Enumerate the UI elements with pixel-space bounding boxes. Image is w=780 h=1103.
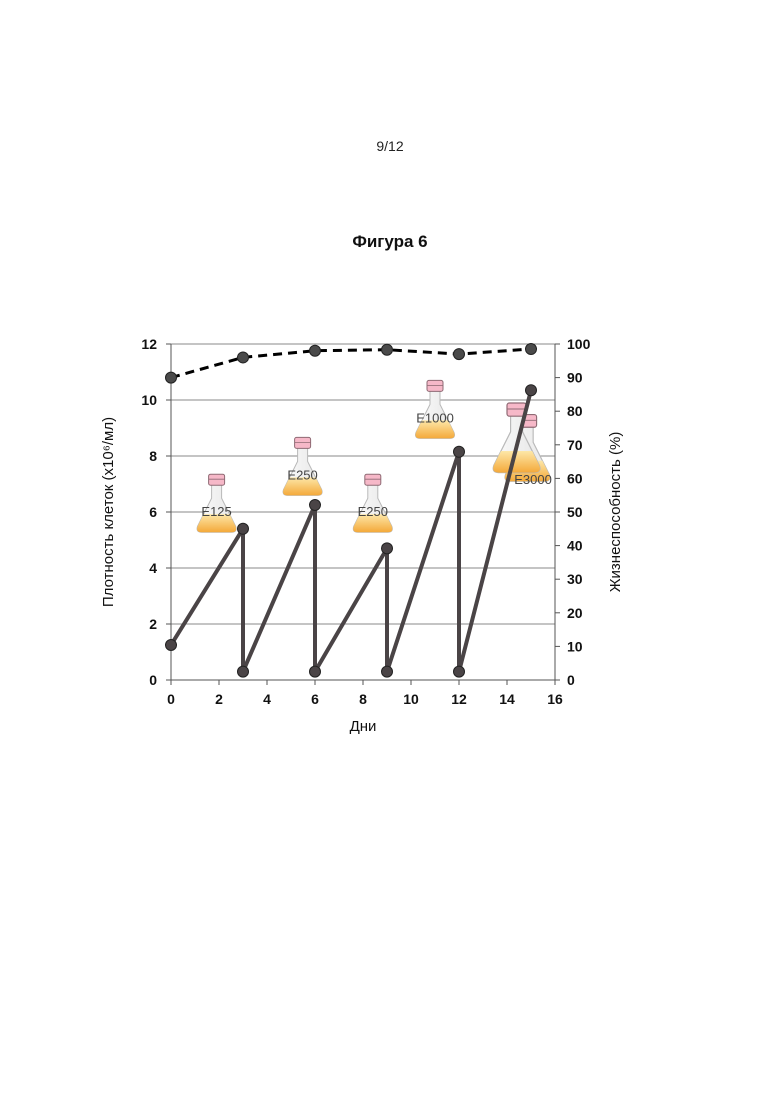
x-tick-label: 16 [547,691,563,707]
viability-point [454,349,465,360]
flask-label: E3000 [514,472,552,487]
viability-point [238,352,249,363]
flask-icon [353,474,392,532]
cell-density-point [382,666,393,677]
y-right-tick-label: 60 [567,470,583,486]
flask-cap [427,380,443,391]
viability-point [382,344,393,355]
x-tick-label: 8 [359,691,367,707]
flask-label: E1000 [416,410,454,425]
y-right-tick-label: 90 [567,370,583,386]
y-tick-label: 10 [141,392,157,408]
cell-density-point [310,500,321,511]
viability-point [526,344,537,355]
cell-density-point [382,543,393,554]
x-tick-label: 6 [311,691,319,707]
y-tick-label: 4 [149,560,157,576]
y-right-tick-label: 40 [567,538,583,554]
y-tick-label: 2 [149,616,157,632]
cell-density-point [454,446,465,457]
x-tick-label: 2 [215,691,223,707]
x-tick-label: 12 [451,691,467,707]
y-right-tick-label: 80 [567,403,583,419]
y-tick-label: 12 [141,336,157,352]
y-right-tick-label: 100 [567,336,591,352]
flask-label: E250 [358,504,388,519]
flask-icon [197,474,236,532]
cell-density-point [238,666,249,677]
y-right-tick-label: 30 [567,571,583,587]
cell-density-point [238,523,249,534]
cell-density-point [310,666,321,677]
axis-labels: Дни Плотность клеток (x10⁶/мл) Жизнеспособ… [100,417,624,735]
y-axis-label: Плотность клеток (x10⁶/мл) [100,417,117,607]
y-tick-label: 0 [149,672,157,688]
y-right-tick-label: 50 [567,504,583,520]
cell-density-point [166,640,177,651]
viability-series-line [171,349,531,378]
y-tick-label: 8 [149,448,157,464]
flask-label: E250 [287,467,317,482]
y-right-tick-label: 0 [567,672,575,688]
x-tick-label: 10 [403,691,419,707]
y-tick-label: 6 [149,504,157,520]
x-tick-label: 0 [167,691,175,707]
cell-density-point [454,666,465,677]
gridlines [171,344,555,624]
y-right-tick-label: 20 [567,605,583,621]
x-tick-label: 14 [499,691,515,707]
flask-label: E125 [201,504,231,519]
x-axis-label: Дни [350,718,377,735]
x-tick-label: 4 [263,691,271,707]
flask-icon [283,437,322,495]
y-right-tick-label: 70 [567,437,583,453]
flask-cap [209,474,225,485]
y-right-tick-label: 10 [567,638,583,654]
flask-cap [295,437,311,448]
y-axis-right-label: Жизнеспособность (%) [607,432,624,593]
flask-icon [416,380,455,438]
viability-point [310,345,321,356]
flask-cap [365,474,381,485]
cell-density-point [526,385,537,396]
viability-point [166,372,177,383]
